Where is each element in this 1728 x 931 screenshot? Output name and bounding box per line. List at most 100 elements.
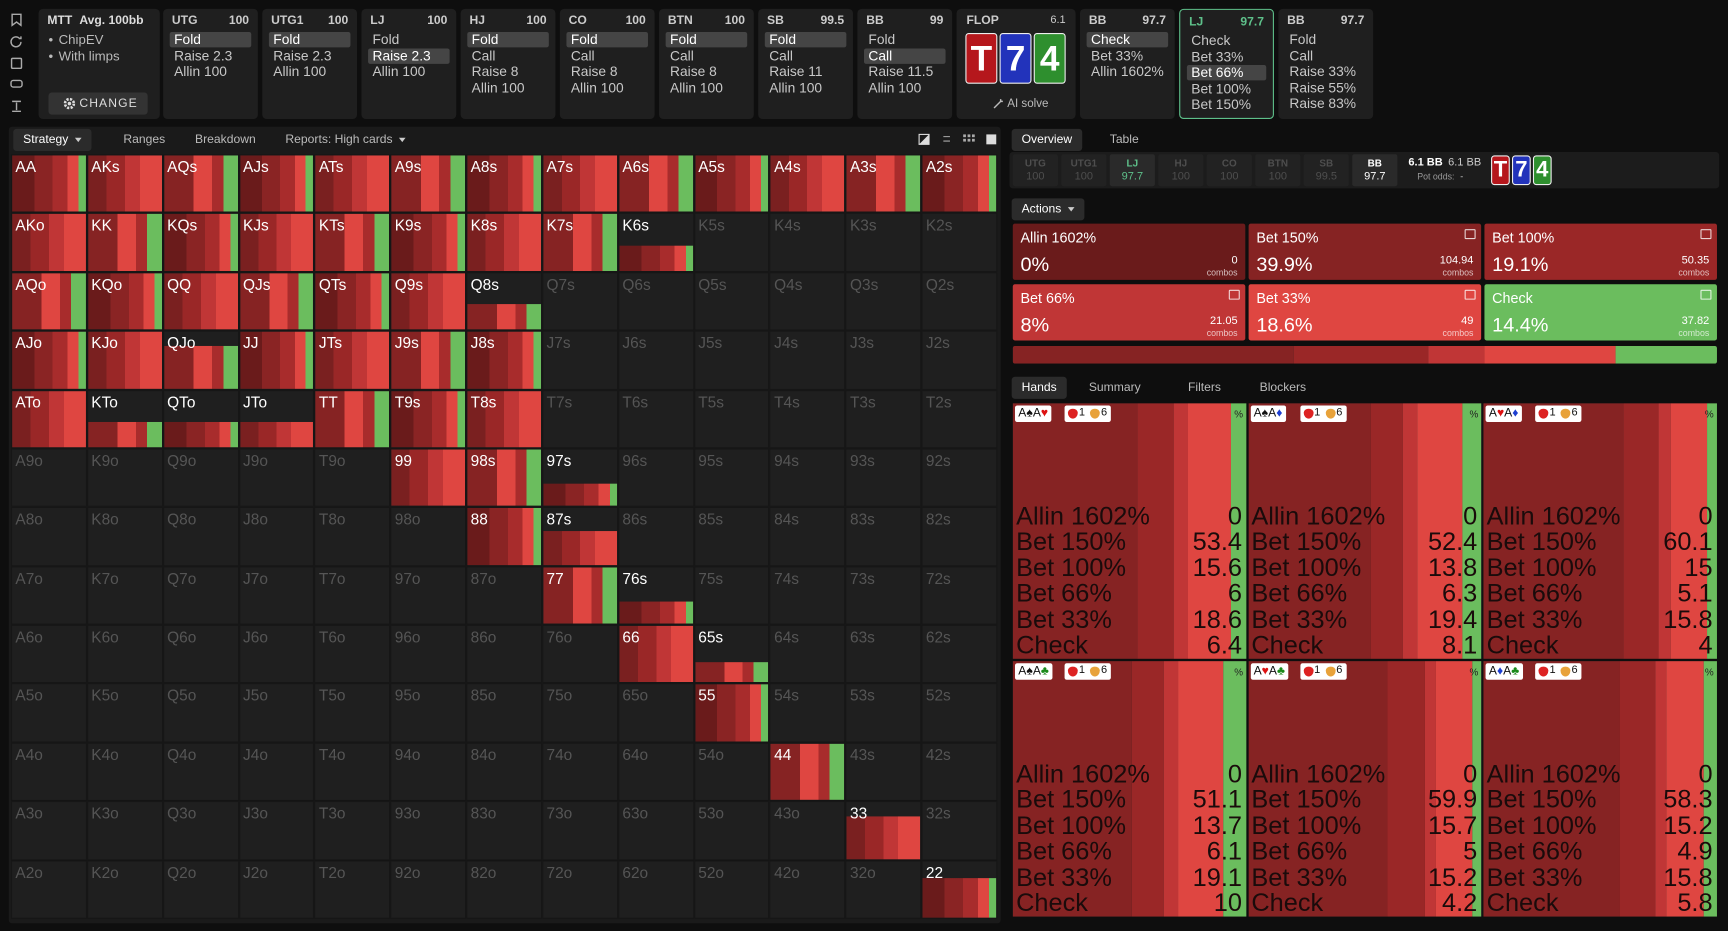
hand-cell[interactable]: QTs bbox=[314, 271, 391, 331]
action-option[interactable]: Raise 83% bbox=[1289, 96, 1357, 112]
action-box[interactable]: Bet 150% 39.9% 104.94 combos bbox=[1248, 223, 1482, 280]
hand-cell[interactable]: T6o bbox=[314, 624, 391, 684]
hand-cell[interactable]: Q8s bbox=[466, 271, 543, 331]
hand-cell[interactable]: K2s bbox=[921, 213, 998, 272]
hand-cell[interactable]: 88 bbox=[466, 507, 543, 566]
strip-position[interactable]: CO 100 bbox=[1206, 154, 1252, 187]
action-option[interactable]: Raise 2.3 bbox=[273, 48, 332, 64]
hand-cell[interactable]: Q9s bbox=[390, 271, 467, 331]
hand-cell[interactable]: A3s bbox=[845, 154, 922, 214]
position-card[interactable]: HJ 100 Fold Call Raise 8 Allin 100 bbox=[460, 8, 556, 119]
hand-cell[interactable]: 76s bbox=[617, 565, 694, 625]
hand-cell[interactable]: J4o bbox=[238, 742, 315, 802]
action-option[interactable]: Allin 100 bbox=[570, 80, 624, 96]
hand-cell[interactable]: K7o bbox=[86, 565, 163, 625]
action-option[interactable]: Allin 100 bbox=[769, 80, 823, 96]
hand-card[interactable]: A♥A♦ 1 6% Allin 1602% 0 Bet 150% 60.1 Bet 100% 1… bbox=[1483, 403, 1717, 659]
hands-tab[interactable]: Summary bbox=[1088, 381, 1141, 395]
hand-cell[interactable]: K9o bbox=[86, 448, 163, 508]
hand-cell[interactable]: T9s bbox=[390, 389, 467, 449]
action-option[interactable]: Bet 100% bbox=[1191, 81, 1252, 97]
hand-cell[interactable]: 86s bbox=[617, 507, 694, 566]
hand-cell[interactable]: 66 bbox=[617, 624, 694, 684]
hand-cell[interactable]: Q5o bbox=[162, 683, 239, 743]
hand-cell[interactable]: T5s bbox=[693, 389, 770, 449]
hand-cell[interactable]: TT bbox=[314, 389, 391, 449]
hand-cell[interactable]: 53s bbox=[845, 683, 922, 743]
hands-tab[interactable]: Blockers bbox=[1259, 381, 1307, 395]
hand-cell[interactable]: 97s bbox=[542, 448, 618, 508]
hand-cell[interactable]: 83s bbox=[845, 507, 922, 566]
action-option[interactable]: Allin 1602% bbox=[1091, 64, 1164, 80]
hand-cell[interactable]: KQo bbox=[86, 271, 163, 331]
hand-cell[interactable]: A7s bbox=[542, 154, 618, 214]
hand-cell[interactable]: 97o bbox=[390, 565, 467, 625]
hand-cell[interactable]: 76o bbox=[542, 624, 618, 684]
hand-cell[interactable]: 86o bbox=[466, 624, 543, 684]
action-option[interactable]: Raise 8 bbox=[670, 64, 717, 80]
hand-cell[interactable]: Q7o bbox=[162, 565, 239, 625]
hand-cell[interactable]: A3o bbox=[11, 801, 87, 861]
hand-card[interactable]: A♥A♣ 1 6% Allin 1602% 0 Bet 150% 59.9 Bet 100% 1… bbox=[1248, 661, 1482, 917]
strip-position[interactable]: SB 99.5 bbox=[1303, 154, 1349, 187]
strip-position[interactable]: LJ 97.7 bbox=[1109, 154, 1155, 187]
hand-cell[interactable]: 43o bbox=[769, 801, 846, 861]
hand-cell[interactable]: 52s bbox=[921, 683, 998, 743]
hand-cell[interactable]: A2s bbox=[921, 154, 998, 214]
action-option[interactable]: Raise 8 bbox=[570, 64, 618, 80]
hand-cell[interactable]: Q4o bbox=[162, 742, 239, 802]
hand-cell[interactable]: AJo bbox=[11, 330, 87, 390]
hand-cell[interactable]: T8o bbox=[314, 507, 391, 566]
hand-cell[interactable]: 42o bbox=[769, 860, 846, 919]
hand-cell[interactable]: T4s bbox=[769, 389, 846, 449]
hand-cell[interactable]: 43s bbox=[845, 742, 922, 802]
hand-cell[interactable]: ATs bbox=[314, 154, 391, 214]
hand-cell[interactable]: J5o bbox=[238, 683, 315, 743]
hand-cell[interactable]: 74o bbox=[542, 742, 618, 802]
hand-cell[interactable]: 64o bbox=[617, 742, 694, 802]
action-option[interactable]: Fold bbox=[665, 31, 748, 48]
position-card[interactable]: BB 97.7 Fold Call Raise 33% Raise 55% Raise 83… bbox=[1278, 8, 1374, 119]
hand-cell[interactable]: A8s bbox=[466, 154, 543, 214]
hand-cell[interactable]: K8s bbox=[466, 213, 543, 272]
hand-cell[interactable]: Q5s bbox=[693, 271, 770, 331]
hand-cell[interactable]: 84o bbox=[466, 742, 543, 802]
action-option[interactable]: Call bbox=[471, 48, 496, 64]
hand-cell[interactable]: Q6o bbox=[162, 624, 239, 684]
action-option[interactable]: Allin 100 bbox=[868, 80, 922, 96]
hand-cell[interactable]: T3o bbox=[314, 801, 391, 861]
hand-cell[interactable]: T3s bbox=[845, 389, 922, 449]
hand-cell[interactable]: J8s bbox=[466, 330, 543, 390]
hand-cell[interactable]: AKo bbox=[11, 213, 87, 272]
strategy-tab[interactable]: Ranges bbox=[123, 133, 166, 147]
strip-position[interactable]: HJ 100 bbox=[1158, 154, 1204, 187]
hand-card[interactable]: A♠A♥ 1 6% Allin 1602% 0 Bet 150% 53.4 Bet 100% 1… bbox=[1012, 403, 1247, 659]
strategy-tab[interactable]: Strategy bbox=[13, 128, 92, 151]
hand-cell[interactable]: 42s bbox=[921, 742, 998, 802]
action-option[interactable]: Bet 33% bbox=[1091, 48, 1144, 64]
hand-cell[interactable]: Q2o bbox=[162, 860, 239, 919]
position-card[interactable]: UTG 100 Fold Raise 2.3 Allin 100 bbox=[163, 8, 258, 119]
action-box[interactable]: Check 14.4% 37.82 combos bbox=[1484, 284, 1717, 341]
hand-cell[interactable]: J7o bbox=[238, 565, 315, 625]
ai-solve[interactable]: AI solve bbox=[993, 97, 1048, 110]
game-icon[interactable] bbox=[10, 79, 23, 88]
hand-cell[interactable]: 87o bbox=[466, 565, 543, 625]
hand-cell[interactable]: A9s bbox=[390, 154, 467, 214]
hand-card[interactable]: A♠A♣ 1 6% Allin 1602% 0 Bet 150% 51.1 Bet 100% 1… bbox=[1012, 661, 1247, 917]
hand-cell[interactable]: A6o bbox=[11, 624, 87, 684]
position-card[interactable]: LJ 100 Fold Raise 2.3 Allin 100 bbox=[361, 8, 457, 119]
hand-cell[interactable]: 93s bbox=[845, 448, 922, 508]
hand-cell[interactable]: 94o bbox=[390, 742, 467, 802]
hand-cell[interactable]: T7s bbox=[542, 389, 618, 449]
action-option[interactable]: Fold bbox=[372, 31, 400, 48]
hand-cell[interactable]: K4o bbox=[86, 742, 163, 802]
strip-position[interactable]: BB 97.7 bbox=[1352, 154, 1398, 187]
hand-cell[interactable]: 55 bbox=[693, 683, 770, 743]
hand-cell[interactable]: J4s bbox=[769, 330, 846, 390]
hand-cell[interactable]: 94s bbox=[769, 448, 846, 508]
hand-cell[interactable]: Q4s bbox=[769, 271, 846, 331]
hand-cell[interactable]: 82o bbox=[466, 860, 543, 919]
action-option[interactable]: Allin 100 bbox=[273, 64, 327, 80]
hand-cell[interactable]: J3s bbox=[845, 330, 922, 390]
